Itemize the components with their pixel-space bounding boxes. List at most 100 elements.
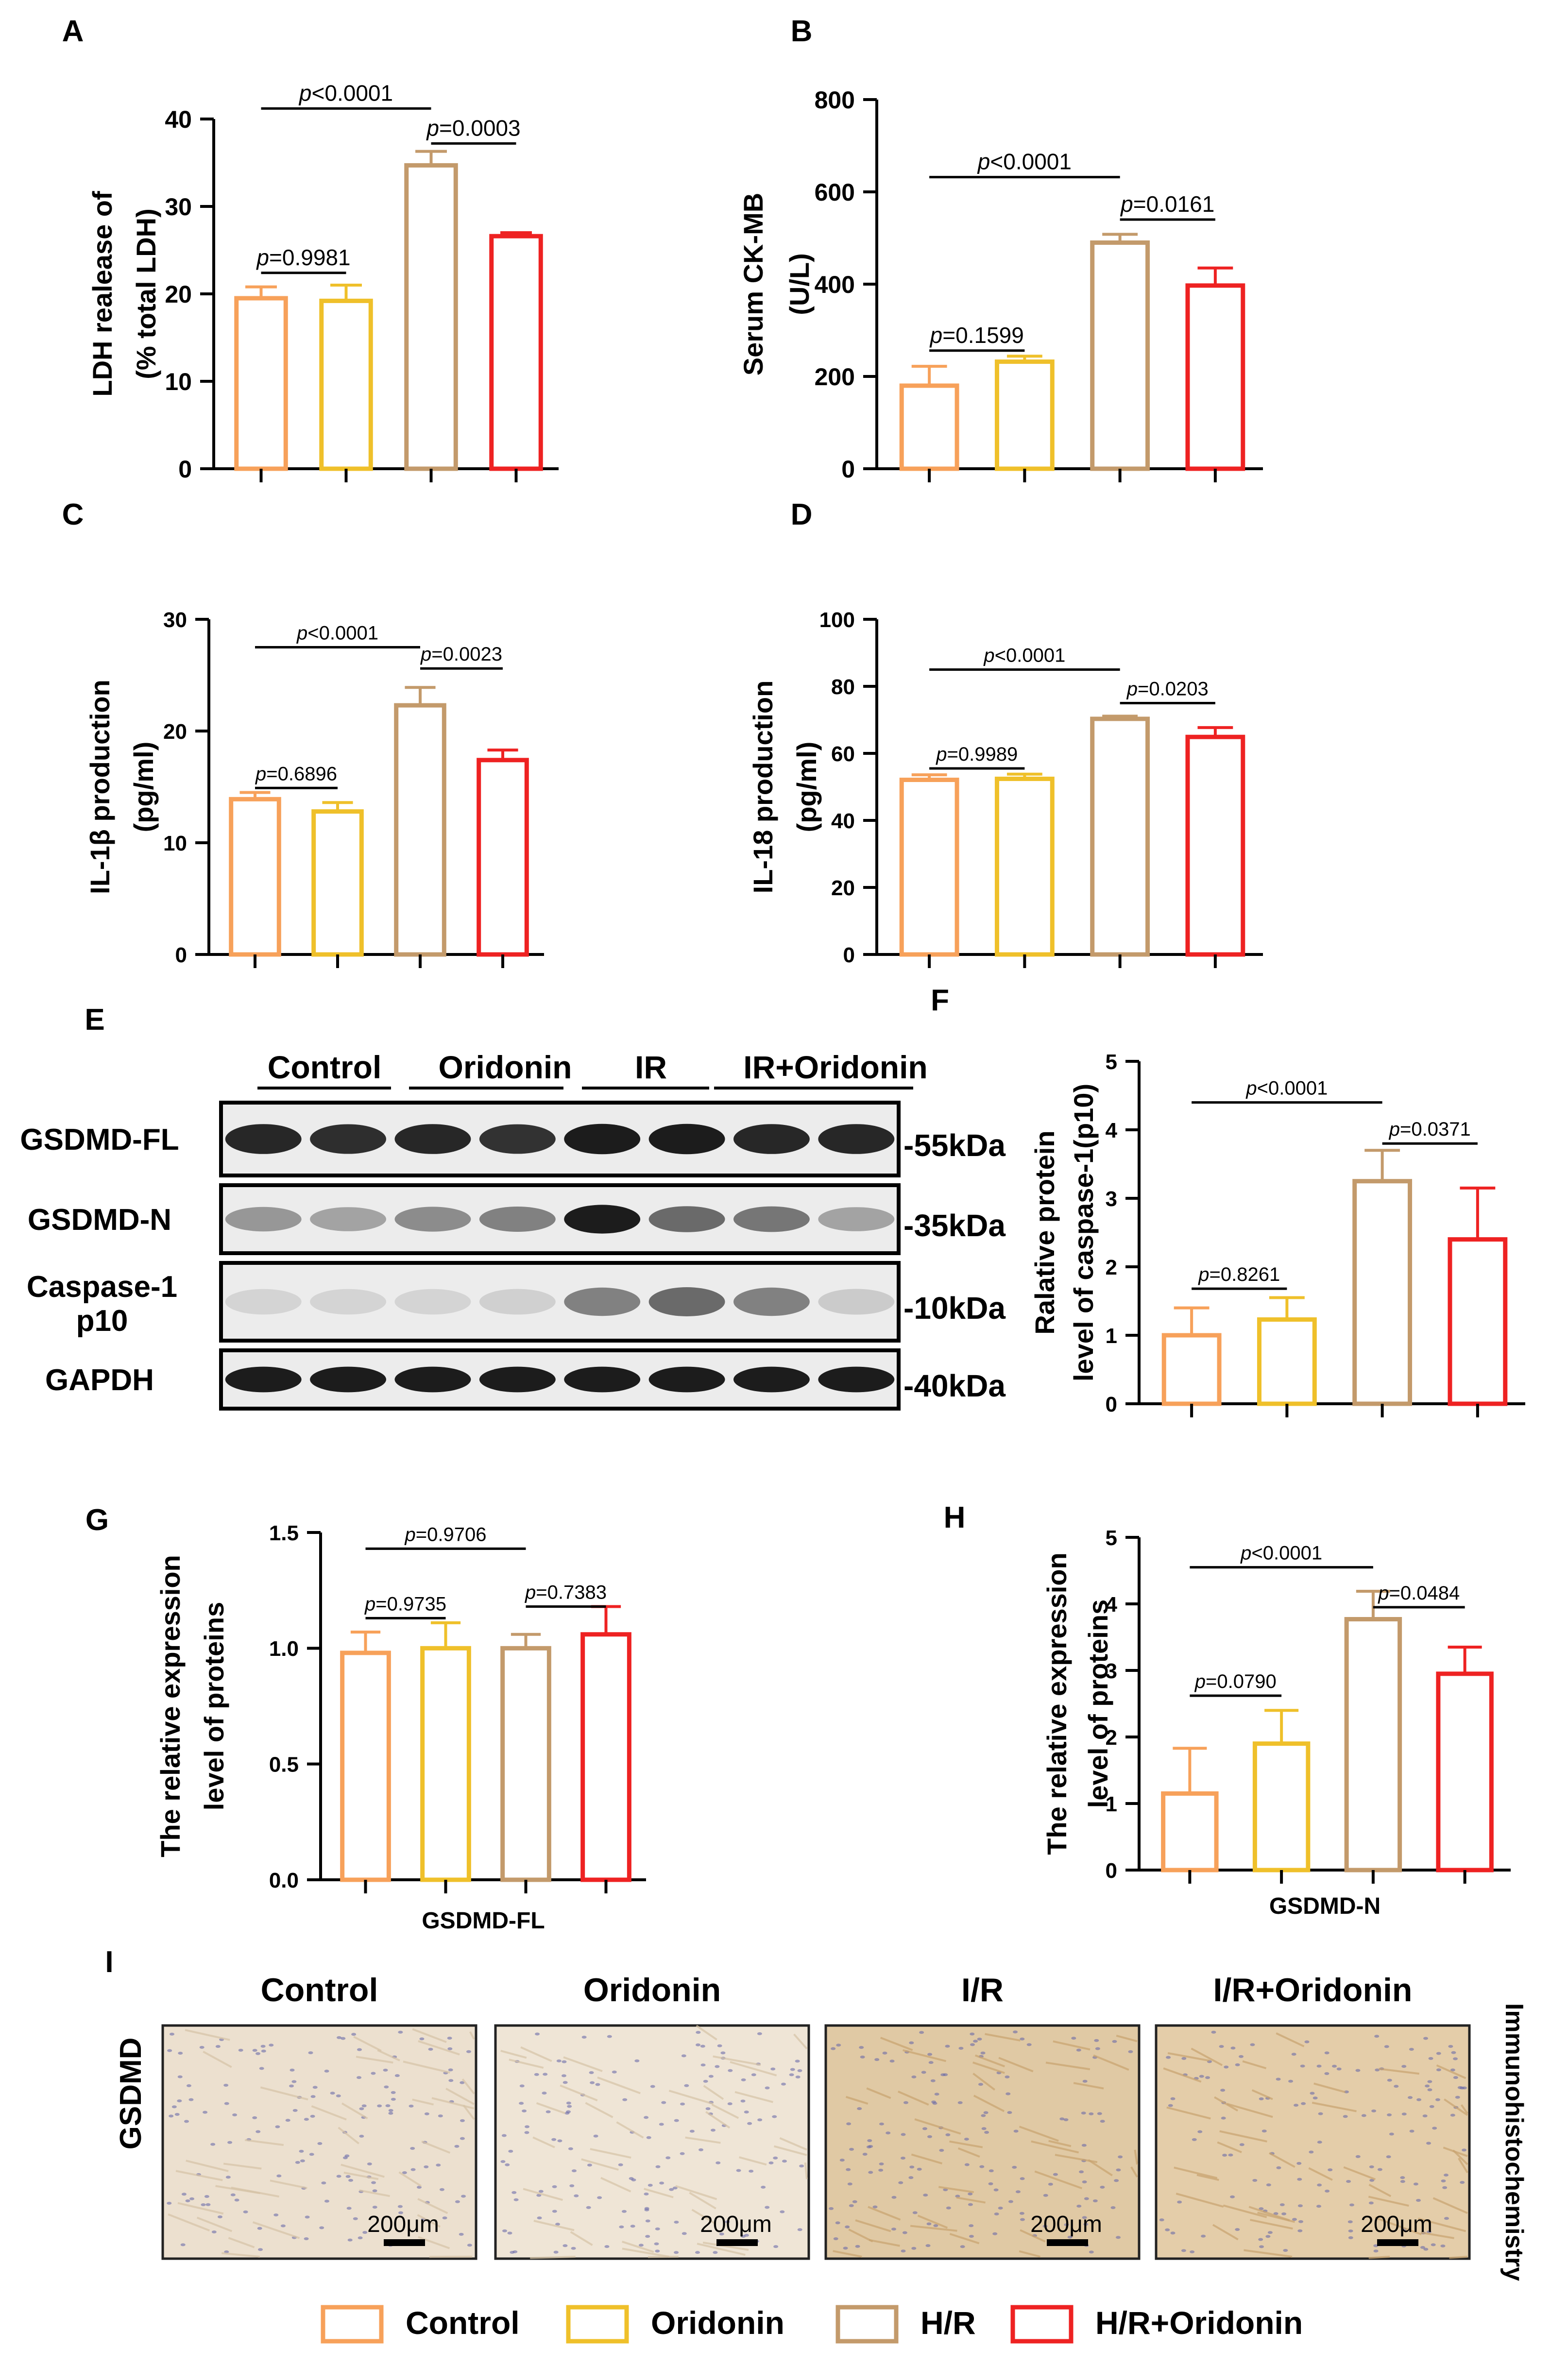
cell-nucleus: [285, 2119, 290, 2122]
ihc-image: [1155, 2024, 1471, 2260]
cell-nucleus: [371, 2181, 376, 2184]
y-tick-label: 1.0: [269, 1637, 299, 1661]
blot-band: [479, 1207, 556, 1232]
tissue-fiber: [359, 2189, 390, 2197]
chart-panel-H: H 0 1 2 3 4 5 The relative expression level of p…: [944, 1501, 1511, 1919]
bar-Control: [340, 1651, 391, 1882]
cell-nucleus: [230, 2193, 236, 2196]
cell-nucleus: [1283, 2249, 1288, 2252]
tissue-fiber: [734, 2091, 773, 2103]
cell-nucleus: [1297, 2229, 1303, 2232]
y-axis-label: (pg/ml): [791, 742, 822, 833]
y-tick-label: 0: [1106, 1859, 1117, 1883]
cell-nucleus: [644, 2192, 649, 2196]
cell-nucleus: [879, 2162, 884, 2165]
cell-nucleus: [555, 2223, 561, 2226]
cell-nucleus: [646, 2136, 651, 2139]
cell-nucleus: [346, 2207, 352, 2210]
tissue-fiber: [563, 2056, 603, 2072]
cell-nucleus: [324, 2069, 329, 2073]
cell-nucleus: [305, 2215, 310, 2219]
tissue-fiber: [445, 2088, 475, 2105]
cell-nucleus: [223, 2083, 229, 2087]
cell-nucleus: [466, 2050, 471, 2053]
cell-nucleus: [258, 2248, 263, 2251]
panel-letter-B: B: [791, 15, 813, 48]
tissue-fiber: [1420, 2231, 1454, 2239]
tissue-fiber: [1176, 2193, 1224, 2208]
cell-nucleus: [983, 2111, 989, 2114]
tissue-fiber: [949, 2140, 983, 2148]
bar-Oridonin: [1252, 1741, 1311, 1872]
cell-nucleus: [859, 2046, 864, 2049]
tissue-fiber: [1312, 2101, 1357, 2112]
bar-H/R+Oridonin: [477, 758, 529, 957]
blot-row-label: p10: [76, 1304, 128, 1338]
cell-nucleus: [1211, 2030, 1216, 2034]
cell-nucleus: [945, 2044, 950, 2048]
cell-nucleus: [654, 2242, 659, 2246]
tissue-fiber: [1116, 2034, 1138, 2043]
cell-nucleus: [891, 2228, 897, 2231]
cell-nucleus: [992, 2232, 998, 2235]
cell-nucleus: [867, 2139, 872, 2143]
cell-nucleus: [1368, 2201, 1374, 2205]
cell-nucleus: [943, 2073, 948, 2077]
tissue-fiber: [560, 2084, 598, 2102]
cell-nucleus: [1355, 2155, 1361, 2158]
tissue-fiber: [417, 2198, 448, 2214]
cell-nucleus: [770, 2067, 776, 2071]
cell-nucleus: [1389, 2132, 1394, 2136]
y-tick-label: 600: [815, 179, 855, 206]
cell-nucleus: [674, 2119, 679, 2122]
cell-nucleus: [1115, 2236, 1121, 2239]
cell-nucleus: [1401, 2112, 1407, 2116]
y-tick-label: 0: [841, 456, 855, 483]
cell-nucleus: [561, 2074, 566, 2077]
y-tick-label: 100: [819, 608, 855, 632]
cell-nucleus: [359, 2134, 364, 2138]
blot-group-label: Control: [268, 1049, 382, 1085]
tissue-fiber: [403, 2060, 450, 2074]
cell-nucleus: [645, 2219, 650, 2223]
cell-nucleus: [1118, 2155, 1123, 2159]
blot-row-label: Caspase-1: [27, 1270, 177, 1304]
panel-letter-H: H: [944, 1501, 966, 1534]
tissue-fiber: [1045, 2061, 1091, 2071]
cell-nucleus: [898, 2181, 903, 2184]
y-tick-label: 40: [831, 809, 855, 833]
cell-nucleus: [178, 2051, 183, 2055]
tissue-fiber: [462, 2104, 475, 2120]
tissue-fiber: [973, 2094, 1005, 2112]
cell-nucleus: [902, 2231, 907, 2234]
cell-nucleus: [1219, 2045, 1224, 2048]
cell-nucleus: [319, 2226, 324, 2230]
cell-nucleus: [571, 2247, 576, 2250]
tissue-fiber: [1130, 2166, 1138, 2178]
bar-H/R: [1090, 716, 1150, 957]
cell-nucleus: [741, 2078, 746, 2081]
cell-nucleus: [1440, 2244, 1446, 2247]
cell-nucleus: [1008, 2200, 1013, 2203]
cell-nucleus: [1325, 2189, 1330, 2193]
cell-nucleus: [1221, 2116, 1226, 2120]
cell-nucleus: [740, 2099, 746, 2103]
blot-group-label: IR: [635, 1049, 667, 1085]
tissue-fiber: [1368, 2196, 1409, 2207]
tissue-fiber: [590, 2148, 631, 2159]
p-value-label: p=0.0023: [420, 644, 502, 665]
cell-nucleus: [957, 2101, 963, 2104]
cell-nucleus: [926, 2222, 932, 2226]
tissue-fiber: [702, 2241, 749, 2251]
legend-swatch-H/R+Oridonin: [1010, 2305, 1074, 2344]
cell-nucleus: [1318, 2112, 1323, 2115]
bar-Control: [229, 797, 281, 957]
cell-nucleus: [1400, 2180, 1405, 2183]
tissue-fiber: [523, 2188, 563, 2201]
cell-nucleus: [321, 2181, 326, 2185]
cell-nucleus: [1301, 2102, 1306, 2105]
tissue-fiber: [1343, 2166, 1376, 2180]
scale-bar-label: 200μm: [700, 2212, 772, 2237]
cell-nucleus: [939, 2149, 944, 2152]
cell-nucleus: [993, 2188, 999, 2192]
